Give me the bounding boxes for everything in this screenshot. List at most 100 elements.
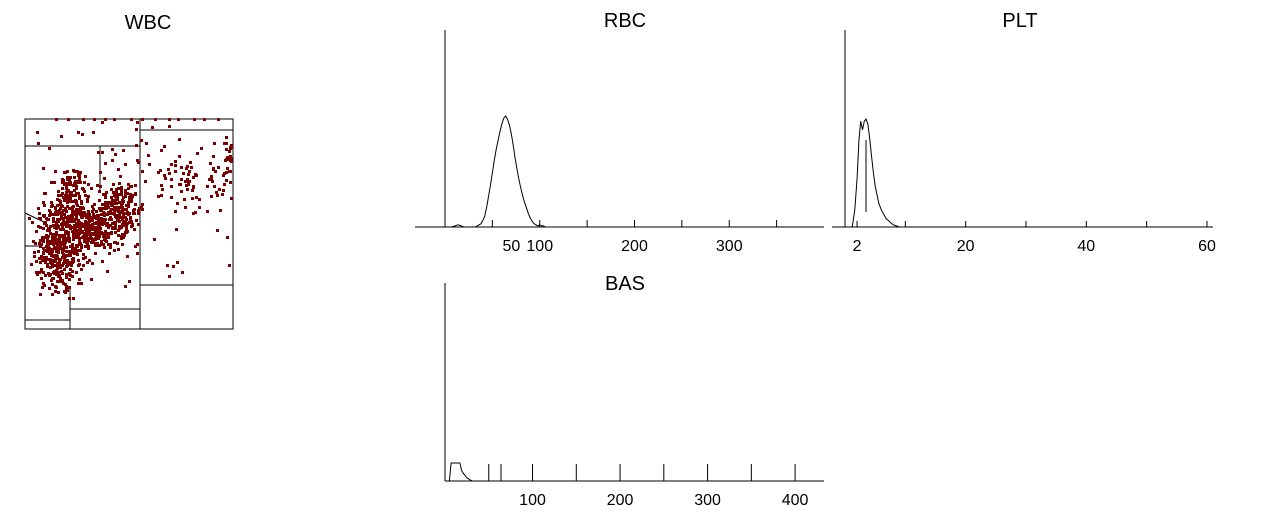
- wbc-point: [42, 247, 45, 250]
- wbc-point: [66, 237, 69, 240]
- wbc-point: [48, 252, 51, 255]
- wbc-point: [113, 192, 116, 195]
- wbc-title: WBC: [125, 12, 172, 34]
- wbc-point: [46, 235, 49, 238]
- wbc-point: [42, 240, 45, 243]
- wbc-point: [35, 271, 38, 274]
- wbc-point: [48, 214, 51, 217]
- wbc-point: [225, 171, 228, 174]
- wbc-point: [192, 212, 195, 215]
- wbc-point: [56, 248, 59, 251]
- wbc-point: [176, 202, 179, 205]
- wbc-point: [104, 118, 107, 121]
- wbc-point: [64, 171, 67, 174]
- wbc-point: [47, 218, 50, 221]
- wbc-point: [99, 232, 102, 235]
- wbc-point: [153, 238, 156, 241]
- wbc-point: [116, 208, 119, 211]
- wbc-point: [86, 261, 89, 264]
- wbc-point: [73, 236, 76, 239]
- wbc-point: [116, 242, 119, 245]
- wbc-point: [42, 271, 45, 274]
- wbc-point: [168, 172, 171, 175]
- wbc-point: [101, 207, 104, 210]
- plt-title: PLT: [1002, 10, 1037, 32]
- wbc-point: [118, 220, 121, 223]
- wbc-point: [94, 222, 97, 225]
- wbc-point: [102, 243, 105, 246]
- wbc-point: [114, 227, 117, 230]
- wbc-point: [77, 264, 80, 267]
- wbc-point: [64, 209, 67, 212]
- wbc-point: [208, 178, 211, 181]
- wbc-point: [58, 261, 61, 264]
- wbc-point: [194, 211, 197, 214]
- wbc-point: [213, 142, 216, 145]
- wbc-point: [203, 118, 206, 121]
- wbc-point: [78, 195, 81, 198]
- wbc-point: [60, 270, 63, 273]
- wbc-point: [229, 181, 232, 184]
- wbc-point: [190, 166, 193, 169]
- wbc-point: [118, 182, 121, 185]
- wbc-point: [46, 237, 49, 240]
- wbc-point: [211, 180, 214, 183]
- wbc-point: [63, 235, 66, 238]
- wbc-point: [120, 192, 123, 195]
- wbc-point: [170, 185, 173, 188]
- wbc-point: [66, 264, 69, 267]
- wbc-point: [170, 196, 173, 199]
- wbc-point: [168, 125, 171, 128]
- wbc-point: [228, 170, 231, 173]
- wbc-point: [57, 220, 60, 223]
- wbc-point: [61, 272, 64, 275]
- wbc-point: [124, 189, 127, 192]
- wbc-point: [52, 220, 55, 223]
- wbc-point: [51, 250, 54, 253]
- wbc-point: [58, 274, 61, 277]
- wbc-point: [75, 187, 78, 190]
- wbc-point: [80, 222, 83, 225]
- wbc-point: [206, 210, 209, 213]
- wbc-point: [95, 233, 98, 236]
- wbc-point: [57, 250, 60, 253]
- bas-tick-label: 100: [519, 492, 546, 509]
- wbc-point: [59, 234, 62, 237]
- wbc-point: [60, 135, 63, 138]
- wbc-point: [48, 240, 51, 243]
- wbc-point: [43, 256, 46, 259]
- wbc-point: [72, 257, 75, 260]
- wbc-point: [64, 254, 67, 257]
- wbc-point: [110, 218, 113, 221]
- wbc-point: [51, 277, 54, 280]
- wbc-point: [178, 155, 181, 158]
- wbc-point: [107, 211, 110, 214]
- rbc-tick-label: 200: [621, 238, 648, 255]
- wbc-point: [95, 235, 98, 238]
- wbc-point: [56, 224, 59, 227]
- wbc-point: [91, 210, 94, 213]
- wbc-point: [113, 194, 116, 197]
- wbc-point: [125, 226, 128, 229]
- wbc-point: [71, 206, 74, 209]
- wbc-point: [160, 149, 163, 152]
- wbc-point: [114, 222, 117, 225]
- wbc-point: [61, 192, 64, 195]
- rbc-tick-labels: 50 100 200 300: [502, 238, 742, 255]
- wbc-point: [126, 255, 129, 258]
- wbc-point: [37, 142, 40, 145]
- wbc-point: [61, 256, 64, 259]
- bas-tick-label: 200: [607, 492, 634, 509]
- wbc-point: [230, 144, 233, 147]
- wbc-point: [117, 168, 120, 171]
- wbc-point: [63, 259, 66, 262]
- wbc-point: [59, 207, 62, 210]
- wbc-point: [221, 193, 224, 196]
- wbc-point: [52, 239, 55, 242]
- wbc-point: [124, 216, 127, 219]
- wbc-point: [86, 224, 89, 227]
- wbc-point: [72, 226, 75, 229]
- wbc-point: [75, 200, 78, 203]
- wbc-point: [120, 237, 123, 240]
- wbc-point: [128, 198, 131, 201]
